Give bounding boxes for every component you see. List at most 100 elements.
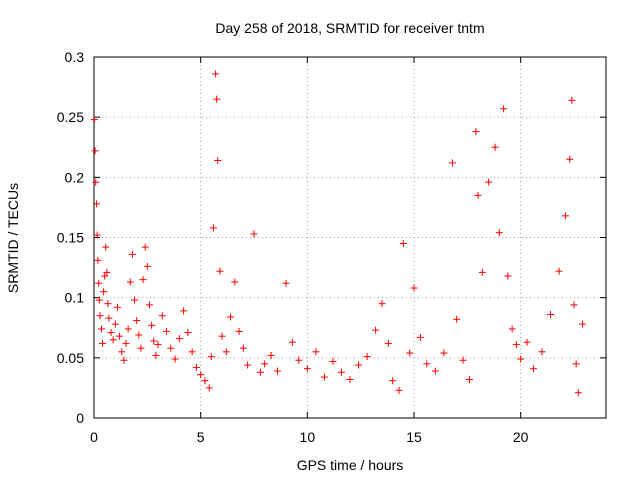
data-point [312, 348, 320, 356]
data-point [99, 339, 107, 347]
data-point [389, 377, 397, 385]
data-point [453, 315, 461, 323]
data-point [227, 313, 235, 321]
data-point [303, 365, 311, 373]
data-point [474, 191, 482, 199]
data-point [478, 268, 486, 276]
data-point [137, 344, 145, 352]
data-point [416, 333, 424, 341]
x-tick-label: 10 [300, 429, 316, 445]
data-point [231, 278, 239, 286]
data-point [555, 267, 563, 275]
data-point [566, 155, 574, 163]
data-point [120, 356, 128, 364]
data-point [93, 231, 101, 239]
data-point [547, 311, 555, 319]
data-point [410, 284, 418, 292]
data-point [93, 200, 101, 208]
data-point [472, 128, 480, 136]
data-point [372, 326, 380, 334]
data-point [529, 365, 537, 373]
data-point [329, 357, 337, 365]
data-point [118, 348, 126, 356]
y-tick-label: 0.25 [57, 109, 84, 125]
data-point [141, 243, 149, 251]
data-point [222, 348, 230, 356]
data-point [209, 224, 217, 232]
data-point [184, 329, 192, 337]
data-point [282, 279, 290, 287]
data-point [406, 349, 414, 357]
data-point [459, 356, 467, 364]
data-point [122, 339, 130, 347]
data-point [485, 178, 493, 186]
data-point [504, 272, 512, 280]
data-point [244, 361, 252, 369]
data-point [104, 300, 112, 308]
data-point [295, 356, 303, 364]
axis-ticks: 0 5 10 15 20 0 0.05 0.1 0.15 0.2 0.25 0.3 [57, 49, 606, 445]
y-axis-label: SRMTID / TECUs [5, 183, 21, 293]
data-point [378, 300, 386, 308]
data-point [384, 339, 392, 347]
data-point [213, 95, 221, 103]
data-point [167, 344, 175, 352]
data-point [363, 353, 371, 361]
data-point [239, 344, 247, 352]
data-point [188, 348, 196, 356]
data-point [145, 301, 153, 309]
data-point [440, 349, 448, 357]
data-point [197, 371, 205, 379]
data-point [508, 325, 516, 333]
data-point [423, 360, 431, 368]
x-tick-label: 5 [197, 429, 205, 445]
data-point [572, 360, 580, 368]
data-point [192, 363, 200, 371]
data-point [97, 325, 105, 333]
data-point [150, 337, 158, 345]
data-point [495, 229, 503, 237]
data-point [491, 143, 499, 151]
y-tick-label: 0.1 [65, 290, 85, 306]
data-point [133, 317, 141, 325]
data-point [116, 332, 124, 340]
y-tick-label: 0 [76, 410, 84, 426]
data-point [91, 147, 99, 155]
y-tick-label: 0.3 [65, 49, 85, 65]
data-point [124, 325, 132, 333]
data-point [431, 367, 439, 375]
data-point [96, 312, 104, 320]
data-point [337, 368, 345, 376]
data-point [250, 230, 258, 238]
data-point [131, 296, 139, 304]
data-point [579, 320, 587, 328]
x-tick-label: 20 [513, 429, 529, 445]
data-point [320, 373, 328, 381]
data-point [111, 320, 119, 328]
data-point [273, 367, 281, 375]
data-point [395, 386, 403, 394]
data-point [175, 335, 183, 343]
data-point [256, 368, 264, 376]
data-point [218, 332, 226, 340]
data-point [261, 360, 269, 368]
data-point [135, 331, 143, 339]
chart-title: Day 258 of 2018, SRMTID for receiver tnt… [215, 20, 484, 36]
data-point [205, 384, 213, 392]
data-point [523, 338, 531, 346]
data-point [92, 178, 100, 186]
data-point [95, 296, 103, 304]
data-point [201, 377, 209, 385]
y-tick-label: 0.05 [57, 350, 84, 366]
data-point [154, 341, 162, 349]
data-point [207, 353, 215, 361]
data-point [152, 351, 160, 359]
data-point [128, 250, 136, 258]
data-point [288, 338, 296, 346]
data-point [355, 361, 363, 369]
data-point [448, 159, 456, 167]
data-point [235, 327, 243, 335]
y-tick-label: 0.2 [65, 169, 85, 185]
data-point [100, 288, 108, 296]
data-point [107, 329, 115, 337]
